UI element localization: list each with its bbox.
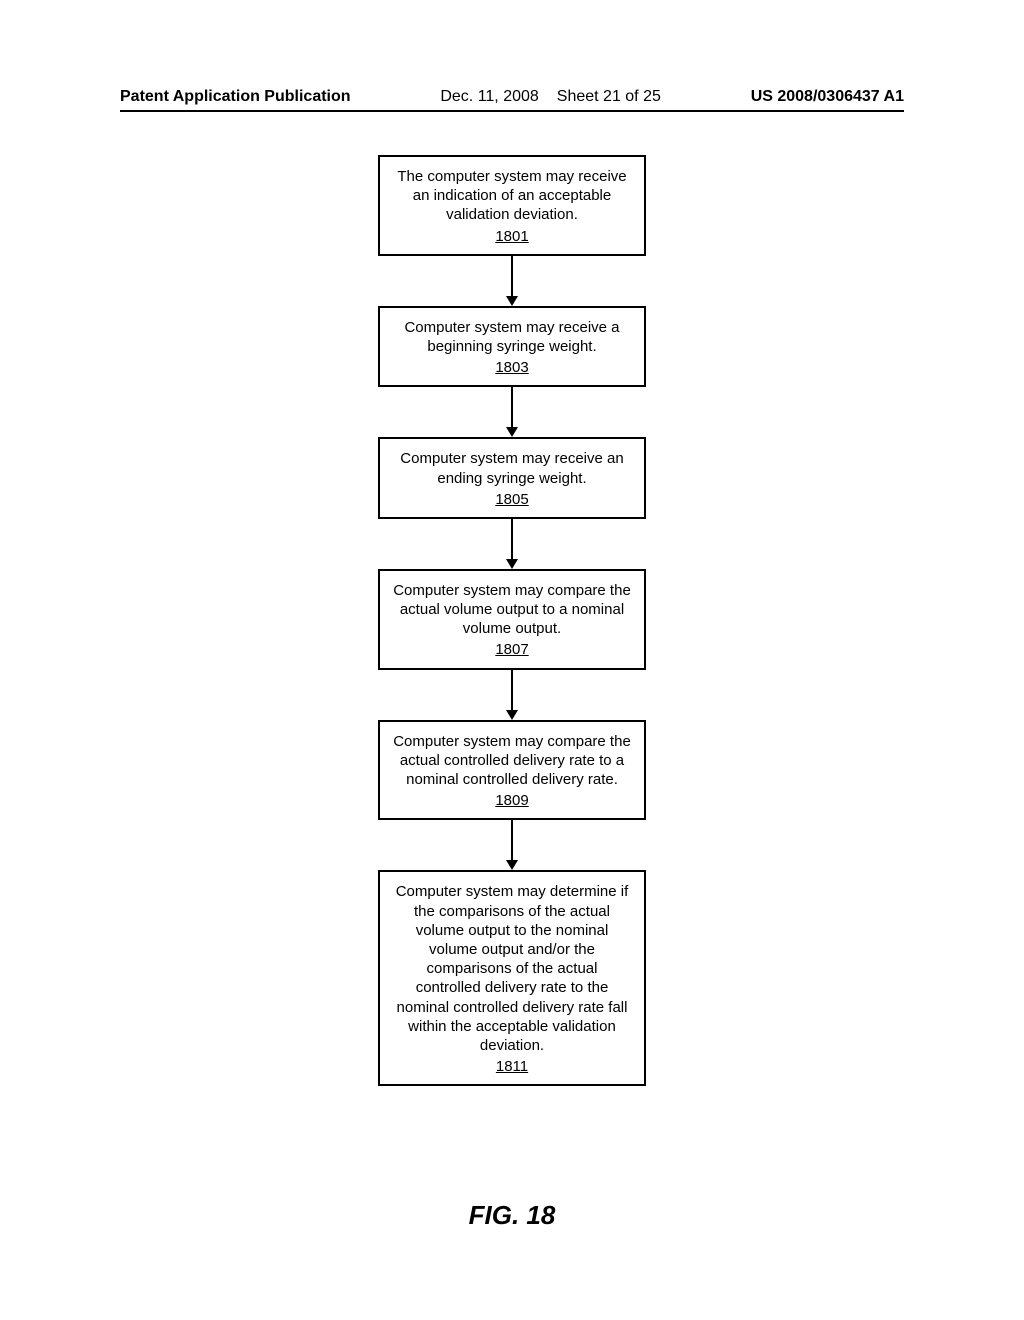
flow-node-1801: The computer system may receive an indic… [378, 155, 646, 256]
page-header: Patent Application Publication Dec. 11, … [120, 88, 904, 112]
flow-node-ref: 1809 [392, 791, 632, 810]
flow-connector [511, 820, 513, 870]
flow-node-1803: Computer system may receive a beginning … [378, 306, 646, 388]
flow-node-text: Computer system may compare the actual c… [393, 733, 631, 788]
header-publication-label: Patent Application Publication [120, 88, 351, 106]
arrowhead-icon [506, 427, 518, 437]
arrowhead-icon [506, 296, 518, 306]
flow-connector [511, 256, 513, 306]
flow-node-text: Computer system may compare the actual v… [393, 582, 631, 637]
header-pubno: US 2008/0306437 A1 [751, 88, 904, 106]
flow-connector [511, 519, 513, 569]
connector-line [511, 820, 513, 861]
flow-node-ref: 1807 [392, 640, 632, 659]
connector-line [511, 387, 513, 428]
flow-node-1805: Computer system may receive an ending sy… [378, 437, 646, 519]
flow-node-text: Computer system may determine if the com… [396, 883, 629, 1054]
flowchart: The computer system may receive an indic… [0, 155, 1024, 1086]
flow-node-text: Computer system may receive a beginning … [404, 319, 619, 355]
flow-node-text: Computer system may receive an ending sy… [400, 450, 623, 486]
arrowhead-icon [506, 710, 518, 720]
flow-node-1811: Computer system may determine if the com… [378, 870, 646, 1086]
flow-connector [511, 670, 513, 720]
arrowhead-icon [506, 860, 518, 870]
arrowhead-icon [506, 559, 518, 569]
connector-line [511, 256, 513, 297]
connector-line [511, 519, 513, 560]
flow-node-ref: 1803 [392, 358, 632, 377]
header-center: Dec. 11, 2008 Sheet 21 of 25 [351, 88, 751, 106]
header-date: Dec. 11, 2008 [440, 88, 538, 106]
flow-node-1809: Computer system may compare the actual c… [378, 720, 646, 821]
flow-node-1807: Computer system may compare the actual v… [378, 569, 646, 670]
figure-label: FIG. 18 [0, 1200, 1024, 1231]
flow-node-text: The computer system may receive an indic… [397, 168, 626, 223]
header-sheet: Sheet 21 of 25 [557, 88, 661, 106]
page: Patent Application Publication Dec. 11, … [0, 0, 1024, 1320]
connector-line [511, 670, 513, 711]
flow-node-ref: 1805 [392, 490, 632, 509]
flow-node-ref: 1811 [392, 1057, 632, 1076]
flow-connector [511, 387, 513, 437]
flow-node-ref: 1801 [392, 227, 632, 246]
